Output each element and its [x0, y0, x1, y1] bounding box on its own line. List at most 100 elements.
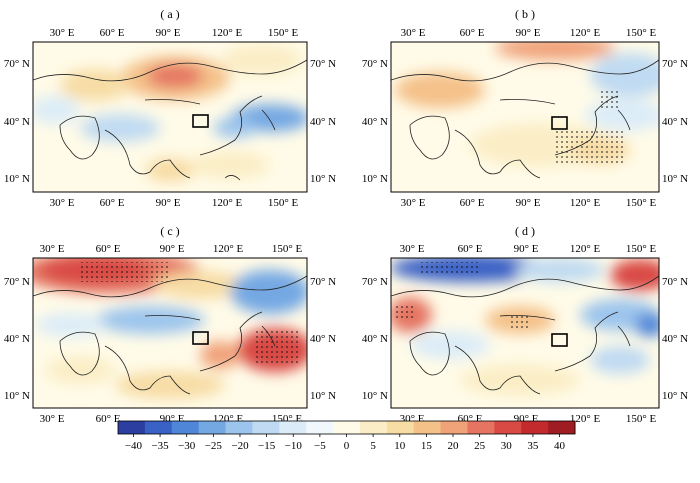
- lat-tick-label: 70° N: [662, 276, 688, 288]
- panel-d-frame: [390, 257, 660, 409]
- colorbar-swatch: [494, 421, 522, 434]
- colorbar-tick-label: −35: [151, 440, 169, 452]
- colorbar-swatch: [198, 421, 227, 434]
- lat-tick-label: 10° N: [362, 173, 388, 185]
- colorbar-tick-label: −25: [205, 440, 223, 452]
- lat-tick-label: 70° N: [362, 276, 388, 288]
- panel-c: ( c ): [32, 224, 308, 409]
- colorbar-tick-label: 0: [344, 440, 350, 452]
- panel-d-coastlines: [391, 275, 659, 395]
- panel-b-frame: [390, 41, 660, 193]
- lon-tick-label: 60° E: [100, 27, 125, 39]
- colorbar-swatch: [521, 421, 549, 434]
- colorbar-swatch: [413, 421, 442, 434]
- axis-tick-labels: 30° E 30° E 60° E 60° E 90° E 90° E 120° E 120°…: [4, 27, 688, 425]
- lat-tick-label: 40° N: [310, 116, 336, 128]
- lat-tick-label: 10° N: [362, 390, 388, 402]
- colorbar-tick-label: 10: [394, 440, 406, 452]
- lon-tick-label: 120° E: [212, 197, 243, 209]
- panel-c-frame: [32, 257, 308, 409]
- lon-tick-label: 150° E: [626, 413, 657, 425]
- colorbar-swatch: [359, 421, 388, 434]
- lat-tick-label: 70° N: [310, 276, 336, 288]
- lat-tick-label: 40° N: [362, 116, 388, 128]
- lat-tick-label: 70° N: [4, 276, 30, 288]
- lon-tick-label: 90° E: [516, 27, 541, 39]
- panel-d-field: [391, 258, 659, 408]
- lon-tick-label: 60° E: [96, 413, 121, 425]
- lon-tick-label: 90° E: [160, 243, 185, 255]
- colorbar-tick-label: −40: [125, 440, 143, 452]
- panel-d-study-box: [551, 333, 568, 347]
- panel-a-field: [33, 42, 307, 192]
- lat-tick-label: 40° N: [662, 333, 688, 345]
- lon-tick-label: 60° E: [458, 243, 483, 255]
- panel-b-label: ( b ): [515, 7, 535, 21]
- lon-tick-label: 120° E: [570, 243, 601, 255]
- lon-tick-label: 150° E: [272, 243, 303, 255]
- colorbar-swatch: [306, 421, 334, 434]
- panel-d: ( d ): [390, 224, 660, 409]
- lon-tick-label: 90° E: [514, 243, 539, 255]
- panel-a-frame: [32, 41, 308, 193]
- colorbar-swatch: [548, 421, 576, 434]
- lon-tick-label: 150° E: [626, 197, 657, 209]
- lon-tick-label: 150° E: [268, 197, 299, 209]
- lon-tick-label: 60° E: [100, 197, 125, 209]
- lat-tick-label: 10° N: [4, 390, 30, 402]
- lon-tick-label: 30° E: [40, 243, 65, 255]
- panel-c-study-box: [192, 331, 209, 345]
- colorbar-tick-label: 35: [527, 440, 539, 452]
- lon-tick-label: 120° E: [212, 27, 243, 39]
- panel-c-field: [33, 258, 307, 408]
- lon-tick-label: 90° E: [156, 27, 181, 39]
- lon-tick-label: 30° E: [401, 27, 426, 39]
- lon-tick-label: 30° E: [50, 27, 75, 39]
- colorbar-swatch: [225, 421, 253, 434]
- colorbar-swatch: [252, 421, 280, 434]
- lon-tick-label: 60° E: [96, 243, 121, 255]
- lon-tick-label: 150° E: [626, 27, 657, 39]
- colorbar-tick-label: −10: [285, 440, 303, 452]
- colorbar-tick-label: −15: [258, 440, 276, 452]
- lon-tick-label: 30° E: [40, 413, 65, 425]
- colorbar-tick-label: 25: [474, 440, 486, 452]
- colorbar: −40 −35 −30 −25 −20 −15 −10 −5 0 5 10 15 20 25 30 35 40: [117, 420, 576, 452]
- colorbar-tick-label: −30: [178, 440, 196, 452]
- panel-b-field: [391, 42, 659, 192]
- colorbar-swatch: [440, 421, 468, 434]
- panel-b: ( b ): [390, 7, 660, 193]
- lat-tick-label: 70° N: [4, 58, 30, 70]
- lat-tick-label: 40° N: [310, 333, 336, 345]
- lat-tick-label: 70° N: [362, 58, 388, 70]
- lat-tick-label: 40° N: [4, 116, 30, 128]
- lon-tick-label: 90° E: [516, 197, 541, 209]
- panel-a-label: ( a ): [160, 7, 179, 21]
- colorbar-swatch: [467, 421, 495, 434]
- panel-a-study-box: [192, 114, 209, 128]
- colorbar-tick-label: −20: [231, 440, 249, 452]
- colorbar-swatch: [118, 421, 146, 434]
- lat-tick-label: 10° N: [310, 390, 336, 402]
- panel-b-coastlines: [391, 59, 659, 179]
- colorbar-tick-label: 40: [554, 440, 566, 452]
- lat-tick-label: 40° N: [362, 333, 388, 345]
- lat-tick-label: 10° N: [310, 173, 336, 185]
- colorbar-tick-label: 20: [448, 440, 460, 452]
- lat-tick-label: 40° N: [4, 333, 30, 345]
- colorbar-tick-label: 30: [501, 440, 513, 452]
- lon-tick-label: 150° E: [268, 27, 299, 39]
- lat-tick-label: 10° N: [662, 390, 688, 402]
- lat-tick-label: 70° N: [662, 58, 688, 70]
- colorbar-swatch: [279, 421, 307, 434]
- colorbar-tick-label: −5: [314, 440, 326, 452]
- panel-a-coastlines: [33, 59, 307, 181]
- lat-tick-label: 10° N: [662, 173, 688, 185]
- lon-tick-label: 60° E: [460, 27, 485, 39]
- panel-c-label: ( c ): [160, 224, 179, 238]
- colorbar-swatch: [333, 421, 361, 434]
- colorbar-tick-label: 5: [370, 440, 376, 452]
- lat-tick-label: 10° N: [4, 173, 30, 185]
- lon-tick-label: 60° E: [460, 197, 485, 209]
